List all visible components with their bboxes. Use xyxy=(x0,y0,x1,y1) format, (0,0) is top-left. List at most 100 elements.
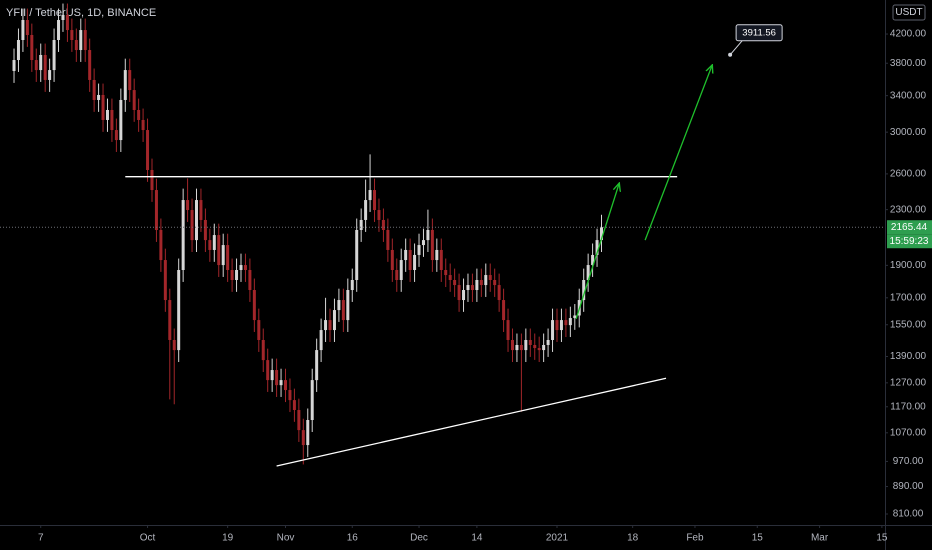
candle-body xyxy=(226,245,230,271)
candle-body xyxy=(30,35,34,61)
candle-body xyxy=(21,20,25,41)
x-tick-label: 18 xyxy=(627,533,639,544)
candle-body xyxy=(479,279,483,286)
candle-body xyxy=(230,270,234,280)
y-tick-label: 1700.00 xyxy=(890,292,927,303)
candle-body xyxy=(475,279,479,291)
candle-body xyxy=(43,54,47,80)
y-tick-label: 890.00 xyxy=(893,481,924,492)
candle-body xyxy=(128,70,132,91)
candle-body xyxy=(266,360,270,381)
candle-body xyxy=(350,279,354,291)
x-tick-label: 15 xyxy=(752,533,764,544)
candle-body xyxy=(444,270,448,276)
candle-body xyxy=(168,300,172,340)
candle-body xyxy=(163,260,167,301)
candle-body xyxy=(79,30,83,51)
candle-body xyxy=(74,40,78,51)
candle-body xyxy=(16,40,20,61)
candle-body xyxy=(141,119,145,131)
trend-arrow xyxy=(644,65,712,241)
candle-body xyxy=(101,94,105,120)
candle-body xyxy=(453,279,457,286)
y-tick-label: 970.00 xyxy=(893,456,924,467)
candle-body xyxy=(208,240,212,250)
candle-body xyxy=(306,420,310,446)
y-tick-label: 1900.00 xyxy=(890,260,927,271)
trend-line xyxy=(276,377,667,467)
candle-body xyxy=(328,320,332,331)
candle-body xyxy=(599,227,603,241)
candle-body xyxy=(341,300,345,321)
candle-body xyxy=(515,344,519,351)
candle-body xyxy=(497,285,501,301)
y-tick-label: 1170.00 xyxy=(890,401,926,412)
candle-body xyxy=(119,99,123,141)
candle-body xyxy=(61,14,65,21)
candle-body xyxy=(542,344,546,351)
candle-body xyxy=(381,219,385,230)
candle-body xyxy=(457,285,461,301)
candle-body xyxy=(404,249,408,261)
candle-body xyxy=(217,235,221,266)
y-tick-label: 3800.00 xyxy=(890,58,927,69)
candle-body xyxy=(537,348,541,351)
candle-body xyxy=(92,79,96,100)
candle-body xyxy=(279,380,283,386)
candle-body xyxy=(194,200,198,241)
candles xyxy=(12,3,603,465)
candle-body xyxy=(506,320,510,340)
candle-body xyxy=(435,249,439,261)
candle-body xyxy=(12,60,16,72)
y-tick-label: 3000.00 xyxy=(890,127,927,138)
candle-body xyxy=(275,370,279,386)
y-tick-label: 1550.00 xyxy=(890,319,927,330)
candle-body xyxy=(408,249,412,271)
candle-body xyxy=(337,300,341,311)
candle-body xyxy=(470,285,474,291)
candle-body xyxy=(52,40,56,71)
candle-body xyxy=(551,320,555,340)
candle-body xyxy=(448,275,452,280)
x-tick-label: 14 xyxy=(471,533,483,544)
candle-body xyxy=(288,390,292,401)
candle-body xyxy=(364,200,368,220)
candle-body xyxy=(83,30,87,51)
candle-body xyxy=(421,240,425,246)
countdown-box xyxy=(887,234,932,249)
candle-body xyxy=(257,320,261,340)
candle-body xyxy=(466,285,470,291)
candle-body xyxy=(417,245,421,255)
x-tick-label: Oct xyxy=(140,533,156,544)
x-tick-label: Mar xyxy=(811,533,829,544)
candle-body xyxy=(488,275,492,280)
candle-body xyxy=(123,70,127,100)
candle-body xyxy=(528,339,532,345)
candle-body xyxy=(413,254,417,271)
candle-body xyxy=(386,229,390,250)
candle-body xyxy=(212,235,216,250)
candle-body xyxy=(25,20,29,36)
callout-label: 3911.56 xyxy=(742,27,776,38)
candle-body xyxy=(315,350,319,381)
x-tick-label: Dec xyxy=(410,533,428,544)
y-tick-label: 4200.00 xyxy=(890,29,927,40)
currency-box xyxy=(892,4,926,21)
candle-body xyxy=(150,169,154,191)
candle-body xyxy=(105,109,109,120)
y-tick-label: 1390.00 xyxy=(890,351,927,362)
candle-body xyxy=(346,290,350,321)
candle-body xyxy=(546,339,550,345)
x-tick-label: 16 xyxy=(347,533,359,544)
candle-body xyxy=(582,279,586,301)
candle-body xyxy=(502,300,506,321)
candle-body xyxy=(181,200,185,271)
candle-body xyxy=(186,200,190,211)
trend-arrow xyxy=(575,183,619,319)
candle-body xyxy=(248,270,252,291)
y-tick-label: 810.00 xyxy=(893,509,924,520)
chart-title: YFII / TetherUS, 1D, BINANCE xyxy=(6,7,156,19)
candle-body xyxy=(203,219,207,241)
